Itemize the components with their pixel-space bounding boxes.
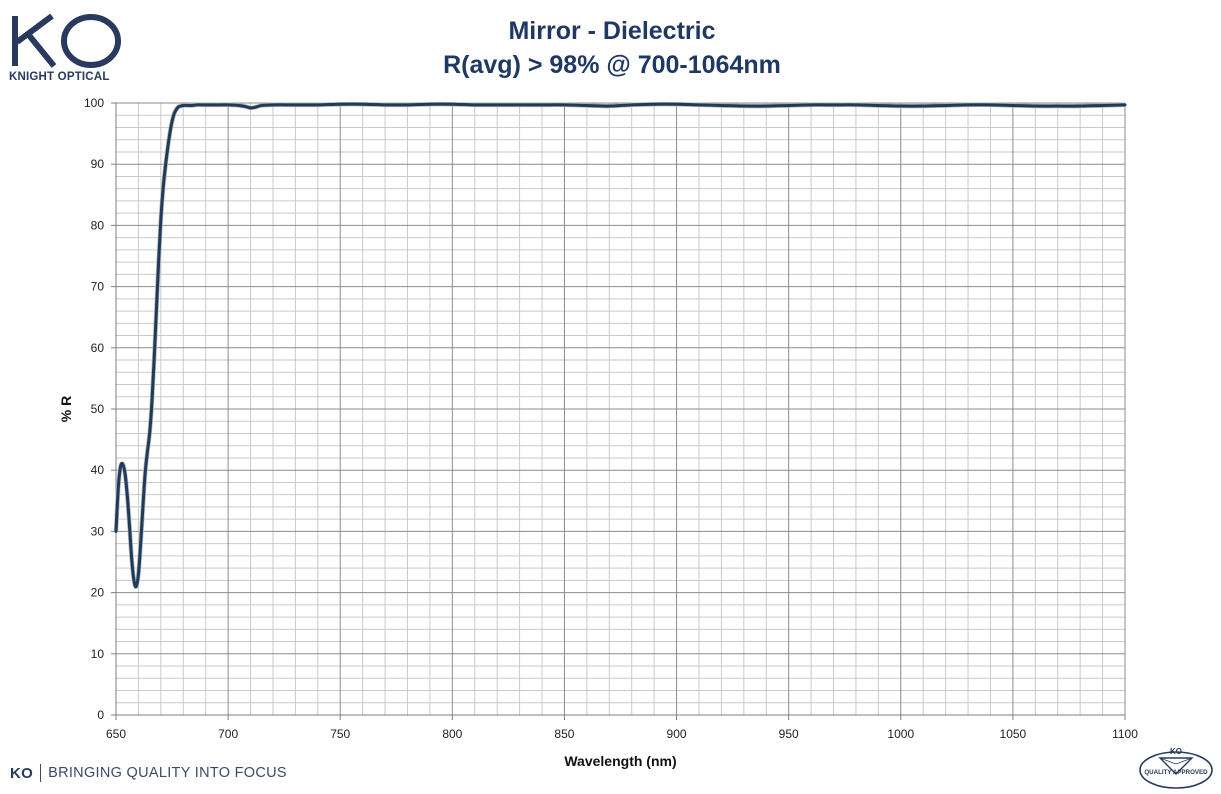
y-axis-label: % R — [58, 396, 74, 422]
y-tick-label: 90 — [91, 157, 105, 171]
chart-title-block: Mirror - Dielectric R(avg) > 98% @ 700-1… — [300, 14, 924, 82]
x-axis-label: Wavelength (nm) — [564, 753, 676, 769]
logo-subtitle: KNIGHT OPTICAL — [9, 71, 110, 83]
chart-subtitle: R(avg) > 98% @ 700-1064nm — [443, 51, 781, 79]
x-tick-label: 750 — [330, 727, 350, 741]
x-tick-label: 900 — [667, 727, 687, 741]
footer-tagline-block: KO BRINGING QUALITY INTO FOCUS — [10, 764, 287, 782]
y-tick-label: 10 — [91, 647, 105, 661]
series-line-0 — [114, 102, 1127, 589]
axis-labels: Wavelength (nm) % R — [58, 396, 677, 769]
x-tick-label: 700 — [218, 727, 238, 741]
footer-tagline: BRINGING QUALITY INTO FOCUS — [48, 765, 287, 781]
x-tick-label: 1100 — [1112, 727, 1138, 741]
axes — [111, 102, 1126, 720]
x-tick-label: 850 — [554, 727, 574, 741]
y-tick-label: 30 — [91, 524, 105, 538]
footer-divider — [40, 764, 42, 782]
y-tick-label: 50 — [91, 402, 105, 416]
knight-optical-logo — [12, 13, 121, 68]
x-tick-label: 1050 — [1000, 727, 1027, 741]
x-tick-label: 650 — [106, 727, 126, 741]
x-tick-label: 800 — [442, 727, 462, 741]
badge-text: QUALITY APPROVED — [1144, 769, 1208, 776]
y-tick-label: 100 — [84, 96, 104, 110]
y-tick-label: 80 — [91, 218, 105, 232]
major-gridlines — [115, 102, 1126, 716]
y-tick-label: 60 — [91, 341, 105, 355]
badge-top-text: KO — [1170, 747, 1182, 756]
y-tick-label: 40 — [91, 463, 105, 477]
x-tick-label: 1000 — [887, 727, 914, 741]
series-layer — [113, 101, 1127, 589]
quality-approved-badge: KO QUALITY APPROVED — [1139, 747, 1213, 789]
chart-title: Mirror - Dielectric — [508, 17, 716, 45]
footer-ko: KO — [10, 764, 34, 782]
x-tick-label: 950 — [779, 727, 799, 741]
y-tick-label: 20 — [91, 586, 105, 600]
y-tick-label: 0 — [97, 708, 104, 722]
y-tick-label: 70 — [91, 280, 105, 294]
tick-labels: 650 700 750 800 850 900 950 1000 1050 1100 0 10 20 30… — [84, 96, 1138, 741]
